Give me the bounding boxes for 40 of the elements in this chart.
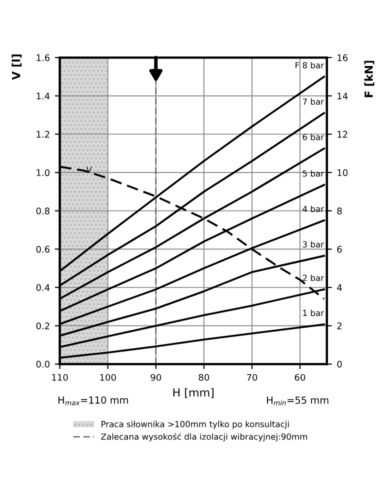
series-label: 1 bar: [303, 310, 324, 316]
y2-tick-label: 10: [338, 169, 348, 176]
y-tick-label: 0.6: [36, 246, 50, 253]
y-axis-title: V [l]: [12, 54, 22, 80]
y-tick-label: 1.4: [36, 92, 50, 100]
x-tick-label: 110: [52, 374, 68, 381]
series-label: 2 bar: [302, 274, 324, 282]
series-label: 5 bar: [302, 170, 324, 177]
series-label: 7 bar: [302, 98, 324, 105]
series-label: 3 bar: [302, 241, 324, 248]
y-tick-label: 0.0: [36, 360, 50, 368]
x-tick-label: 70: [246, 374, 258, 381]
y2-tick-label: 6: [337, 246, 342, 253]
series-label: 4 bar: [302, 206, 324, 212]
x-tick-label: 80: [198, 374, 210, 381]
x-axis-title: H [mm]: [173, 388, 214, 398]
y-tick-label: 0.8: [36, 208, 50, 214]
y2-tick-label: 8: [337, 208, 342, 214]
x-tick-label: 60: [294, 374, 306, 381]
x-tick-label: 90: [150, 374, 162, 381]
x-tick-label: 100: [100, 374, 116, 381]
series-label: F 8 bar: [296, 62, 324, 68]
text: H$_{max}$=110 mm: [58, 396, 128, 406]
y2-tick-label: 16: [338, 54, 348, 62]
y-tick-label: 1.2: [36, 130, 50, 138]
y2-tick-label: 14: [338, 92, 348, 100]
y-tick-label: 1.0: [36, 169, 50, 176]
y2-tick-label: 2: [337, 322, 342, 330]
y2-axis-title: F [kN]: [364, 60, 374, 98]
y2-tick-label: 0: [337, 360, 342, 368]
series-label: V: [86, 166, 92, 173]
y-tick-label: 0.4: [36, 284, 50, 292]
y2-tick-label: 4: [337, 284, 342, 291]
y-tick-label: 0.2: [36, 322, 50, 330]
legend-label: Praca siłownika >100mm tylko po konsultacji: [102, 420, 289, 429]
text: H$_{min}$=55 mm: [267, 396, 328, 406]
legend-label: Zalecana wysokość dla izolacji wibracyjnej:90mm: [101, 433, 308, 442]
y2-tick-label: 12: [338, 130, 348, 138]
y-tick-label: 1.6: [36, 54, 50, 62]
series-label: 6 bar: [302, 134, 324, 140]
